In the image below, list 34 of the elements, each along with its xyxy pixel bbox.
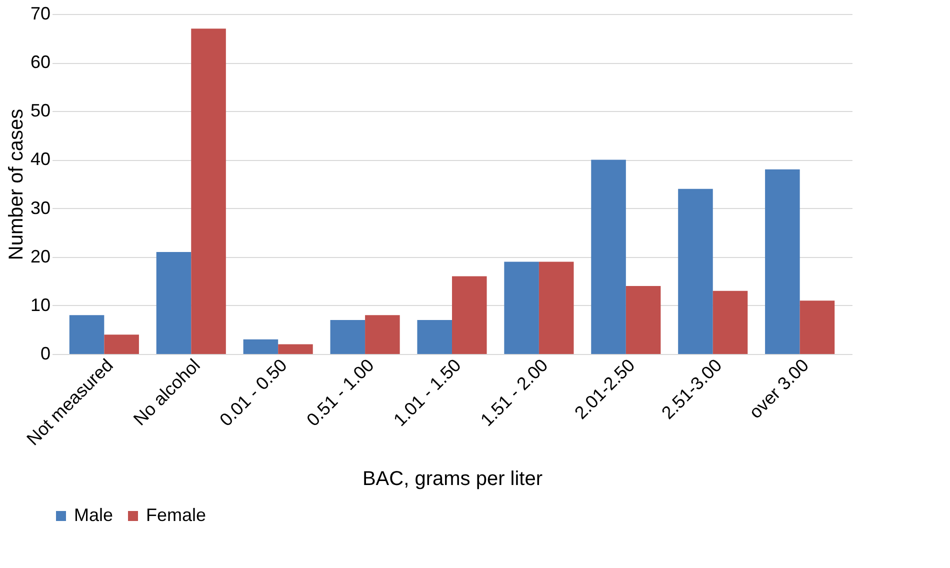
legend-label: Male — [74, 505, 114, 525]
y-tick-label: 30 — [30, 198, 50, 218]
x-axis-title: BAC, grams per liter — [362, 468, 543, 490]
bar — [278, 344, 313, 354]
legend-label: Female — [146, 505, 206, 525]
bar — [452, 276, 487, 354]
bar — [678, 188, 713, 354]
y-axis-title: Number of cases — [5, 108, 28, 260]
y-tick-label: 40 — [30, 149, 50, 170]
y-tick-label: 60 — [30, 52, 50, 72]
x-tick-label: over 3.00 — [745, 355, 813, 422]
bar — [504, 262, 539, 354]
bar — [365, 315, 400, 354]
bar — [69, 315, 104, 354]
bar — [191, 28, 226, 354]
x-tick-label: 1.01 - 1.50 — [390, 355, 465, 430]
bar — [417, 320, 452, 354]
bar — [712, 290, 748, 354]
y-tick-label: 20 — [30, 246, 50, 266]
y-tick-label: 50 — [30, 100, 50, 121]
y-tick-label: 0 — [40, 344, 50, 364]
bar — [538, 262, 574, 354]
x-tick-label: 0.01 - 0.50 — [216, 355, 291, 430]
x-tick-label: 0.51 - 1.00 — [302, 355, 378, 430]
bar — [765, 169, 800, 354]
y-tick-label: 10 — [30, 294, 50, 315]
y-tick-label: 70 — [30, 4, 50, 24]
bar — [800, 300, 835, 354]
bar — [156, 252, 192, 354]
bar — [591, 160, 626, 354]
bar — [626, 286, 661, 354]
bar — [330, 320, 366, 354]
bar — [104, 334, 139, 354]
bar — [243, 339, 278, 354]
